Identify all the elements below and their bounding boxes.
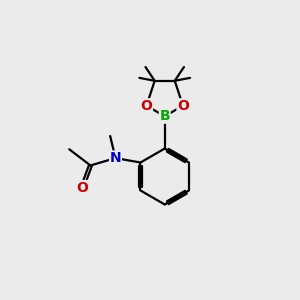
Text: O: O [76, 181, 88, 194]
Text: O: O [177, 99, 189, 113]
Text: O: O [140, 99, 152, 113]
Text: N: N [110, 151, 121, 165]
Text: B: B [159, 109, 170, 123]
